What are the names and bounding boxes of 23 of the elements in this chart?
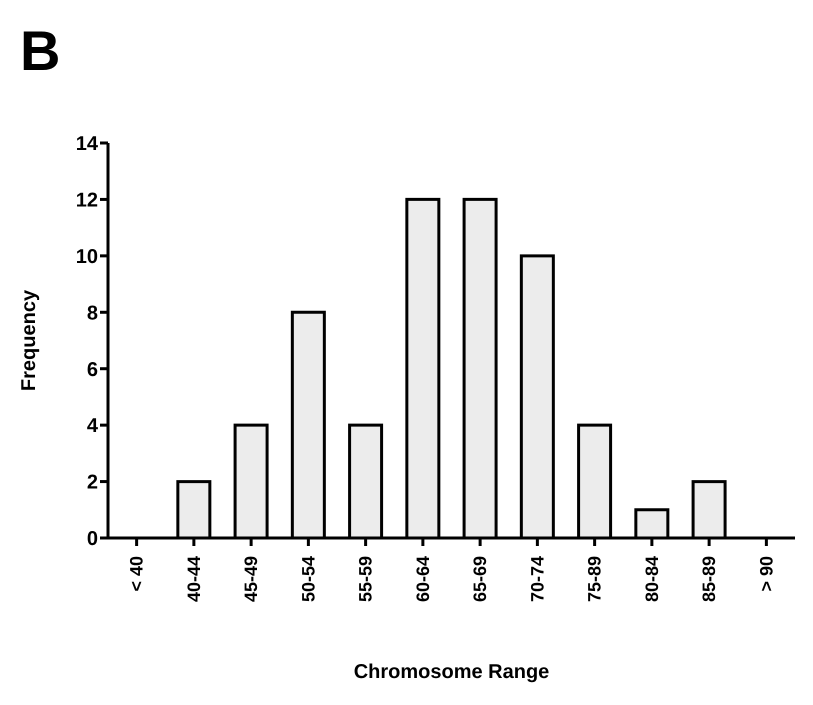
x-tick-label: 50-54 bbox=[298, 556, 318, 602]
x-tick-label: 65-69 bbox=[470, 556, 490, 602]
x-tick-label: 70-74 bbox=[527, 556, 548, 602]
x-tick-label: 60-64 bbox=[412, 556, 433, 602]
y-tick-label: 2 bbox=[86, 472, 98, 494]
y-tick-label: 12 bbox=[76, 190, 98, 212]
y-tick-label: 4 bbox=[86, 415, 99, 438]
y-tick-label: 8 bbox=[86, 302, 98, 324]
y-tick-label: 10 bbox=[76, 246, 98, 268]
y-tick-label: 6 bbox=[86, 358, 98, 381]
y-tick-label: 14 bbox=[76, 133, 99, 156]
y-tick-label: 0 bbox=[86, 528, 98, 550]
x-tick-label: > 90 bbox=[756, 556, 776, 592]
x-axis-title: Chromosome Range bbox=[354, 661, 550, 683]
x-tick-label: 75-89 bbox=[584, 556, 605, 602]
x-tick-label: 45-49 bbox=[241, 556, 262, 602]
chart-title: B bbox=[20, 18, 60, 83]
x-tick-label: 55-59 bbox=[356, 556, 376, 602]
x-tick-label: 85-89 bbox=[699, 556, 720, 602]
x-tick-label: 40-44 bbox=[184, 556, 204, 602]
y-axis-title: Frequency bbox=[18, 289, 40, 392]
x-tick-label: < 40 bbox=[126, 556, 147, 592]
x-tick-label: 80-84 bbox=[642, 556, 662, 602]
